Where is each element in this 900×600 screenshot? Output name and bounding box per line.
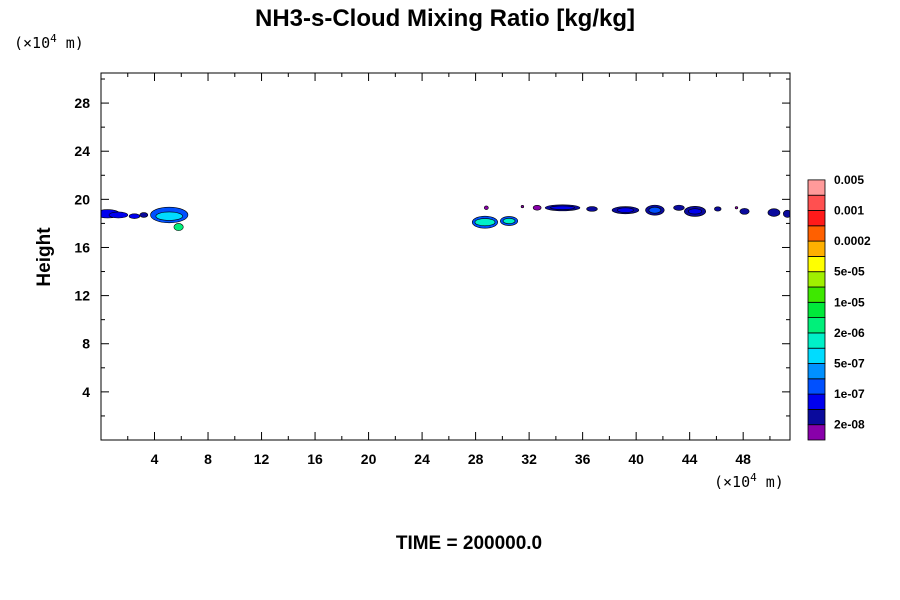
cloud-patch (155, 211, 183, 221)
y-tick-label: 8 (82, 336, 90, 352)
cloud-patch (173, 223, 184, 231)
cloud-patch (108, 211, 129, 219)
x-tick-label: 12 (254, 451, 270, 467)
cloud-field (101, 204, 790, 231)
y-tick-label: 20 (74, 191, 90, 207)
colorbar-swatch (807, 332, 826, 349)
x-tick-label: 4 (151, 451, 159, 467)
colorbar-label: 1e-07 (834, 387, 865, 401)
y-tick-label: 28 (74, 95, 90, 111)
x-tick-label: 48 (735, 451, 751, 467)
cloud-patch (734, 206, 739, 210)
colorbar: 2e-08 1e-07 5e-07 2e-06 1e-05 5e-05 0.0002 0.00… (807, 173, 871, 441)
colorbar-label: 5e-05 (834, 265, 865, 279)
cloud-patch (139, 212, 149, 218)
y-tick-label: 16 (74, 239, 90, 255)
time-label: TIME = 200000.0 (396, 533, 542, 554)
colorbar-swatch (807, 271, 826, 288)
cloud-patch (586, 206, 598, 212)
cloud-patch (648, 206, 662, 214)
colorbar-label: 2e-08 (834, 418, 865, 432)
colorbar-label: 1e-05 (834, 295, 865, 309)
chart-title: NH3-s-Cloud Mixing Ratio [kg/kg] (255, 5, 635, 32)
x-unit-label: (×104 m) (714, 471, 784, 491)
x-tick-label: 20 (361, 451, 377, 467)
cloud-patch (502, 218, 516, 224)
y-axis-label: Height (34, 227, 55, 287)
colorbar-label: 0.001 (834, 204, 864, 218)
colorbar-swatch (807, 317, 826, 334)
colorbar-swatch (807, 210, 826, 227)
colorbar-swatch (807, 179, 826, 196)
colorbar-swatch (807, 194, 826, 211)
colorbar-swatch (807, 225, 826, 242)
cloud-patch (550, 205, 575, 210)
colorbar-label: 0.0002 (834, 234, 871, 248)
cloud-patch (520, 205, 525, 209)
x-tick-label: 32 (521, 451, 537, 467)
cloud-patch (673, 204, 685, 211)
colorbar-swatch (807, 363, 826, 380)
plot-frame (100, 72, 791, 441)
cloud-patch (617, 207, 634, 213)
colorbar-swatch (807, 408, 826, 426)
cloud-patch (483, 205, 489, 210)
x-tick-label: 40 (628, 451, 644, 467)
cloud-patch (688, 208, 703, 215)
x-tick-label: 44 (682, 451, 698, 467)
cloud-patch (739, 208, 750, 215)
x-tick-label: 36 (575, 451, 591, 467)
colorbar-label: 2e-06 (834, 326, 865, 340)
colorbar-swatch (807, 393, 826, 410)
colorbar-swatch (807, 424, 826, 441)
x-tick-label: 8 (204, 451, 212, 467)
x-tick-label: 16 (307, 451, 323, 467)
colorbar-label: 0.005 (834, 173, 864, 187)
colorbar-swatch (807, 240, 826, 257)
colorbar-swatch (807, 286, 826, 303)
y-tick-label: 4 (82, 384, 90, 400)
x-tick-label: 28 (468, 451, 484, 467)
y-unit-label: (×104 m) (14, 32, 84, 52)
cloud-patch (128, 213, 141, 219)
colorbar-swatch (807, 347, 826, 364)
cloud-patch (532, 205, 542, 211)
colorbar-swatch (807, 255, 826, 273)
y-tick-label: 12 (74, 288, 90, 304)
cloud-patch (767, 208, 781, 217)
y-tick-label: 24 (74, 143, 90, 159)
colorbar-swatch (807, 301, 826, 318)
colorbar-label: 5e-07 (834, 357, 865, 371)
cloud-patch (474, 218, 496, 227)
cloud-patch (783, 209, 790, 218)
colorbar-swatch (807, 378, 826, 395)
cloud-patch (714, 206, 722, 212)
x-tick-label: 24 (414, 451, 430, 467)
